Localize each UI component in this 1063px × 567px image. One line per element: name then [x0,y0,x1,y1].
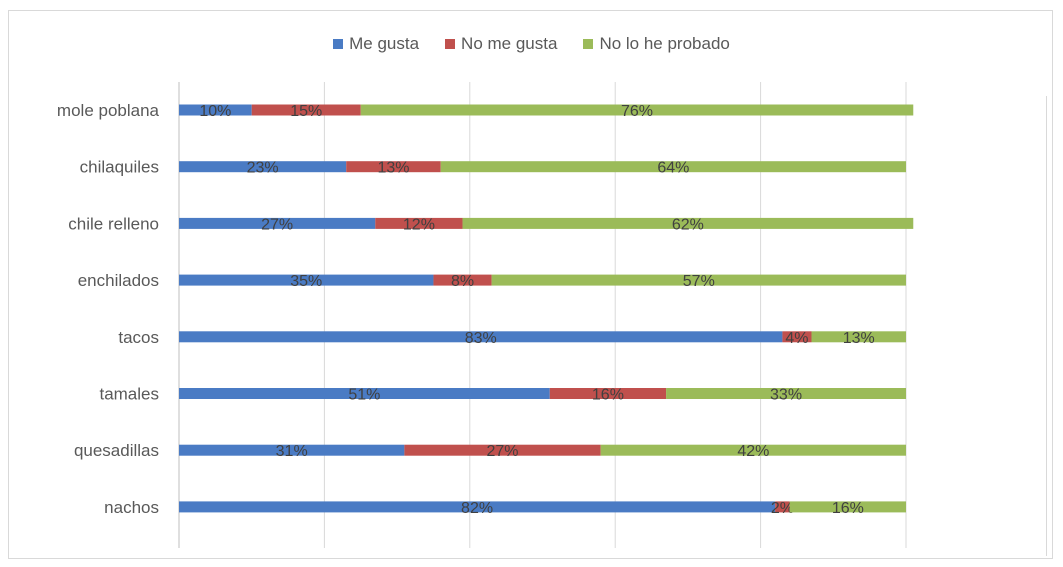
category-label: tacos [118,328,159,347]
data-label: 13% [843,330,875,347]
category-label: nachos [104,498,159,517]
data-label: 12% [403,216,435,233]
data-label: 51% [348,387,380,404]
data-label: 8% [451,273,474,290]
category-label: quesadillas [74,441,159,460]
data-label: 83% [465,330,497,347]
category-label: enchilados [78,271,159,290]
data-label: 23% [247,160,279,177]
data-label: 27% [486,443,518,460]
data-label: 16% [832,500,864,517]
data-label: 13% [377,160,409,177]
data-label: 15% [290,103,322,120]
data-label: 16% [592,387,624,404]
data-label: 10% [199,103,231,120]
data-label: 76% [621,103,653,120]
data-label: 82% [461,500,493,517]
category-label: mole poblana [57,101,160,120]
data-label: 4% [785,330,808,347]
category-label: tamales [99,385,159,404]
category-label: chilaquiles [80,158,159,177]
data-label: 57% [683,273,715,290]
data-label: 42% [737,443,769,460]
data-label: 31% [276,443,308,460]
data-label: 35% [290,273,322,290]
data-label: 27% [261,216,293,233]
data-label: 62% [672,216,704,233]
data-label: 64% [657,160,689,177]
category-label: chile relleno [68,214,159,233]
data-label: 33% [770,387,802,404]
